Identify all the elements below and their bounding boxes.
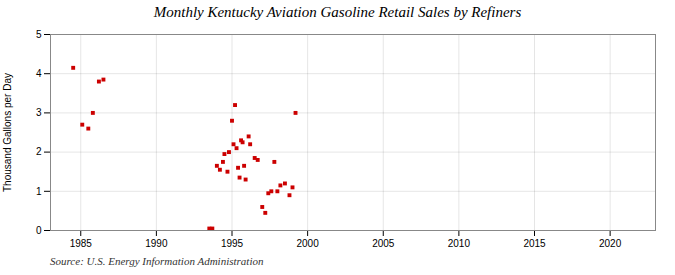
html-text:Source: U.S. Energy Informatio: Source: U.S. Energy Information Administ… [50,255,264,267]
svg-text:5: 5 [36,29,42,40]
svg-text:0: 0 [36,225,42,236]
svg-text:2000: 2000 [297,238,320,249]
svg-text:Thousand Gallons per Day: Thousand Gallons per Day [2,73,13,192]
svg-text:1985: 1985 [70,238,93,249]
svg-text:2: 2 [36,146,42,157]
svg-text:2005: 2005 [372,238,395,249]
svg-text:2015: 2015 [523,238,546,249]
svg-text:2010: 2010 [448,238,471,249]
svg-text:2020: 2020 [599,238,622,249]
svg-text:1990: 1990 [145,238,168,249]
svg-text:1995: 1995 [221,238,244,249]
svg-text:3: 3 [36,107,42,118]
svg-text:1: 1 [36,186,42,197]
html-text:Monthly Kentucky Aviation Gaso: Monthly Kentucky Aviation Gasoline Retai… [153,4,522,20]
svg-text:4: 4 [36,68,42,79]
